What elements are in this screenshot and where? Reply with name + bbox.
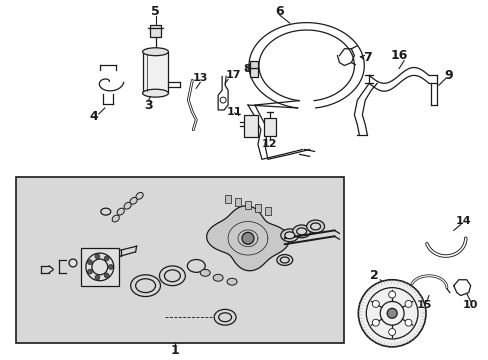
Ellipse shape: [130, 197, 137, 204]
Ellipse shape: [296, 228, 306, 235]
Text: 7: 7: [362, 51, 371, 64]
Circle shape: [388, 329, 395, 336]
Bar: [142, 52, 168, 93]
Text: 4: 4: [89, 111, 98, 123]
Text: 1: 1: [171, 344, 180, 357]
Ellipse shape: [310, 223, 320, 230]
Bar: [244, 201, 250, 209]
Bar: [249, 60, 257, 68]
Ellipse shape: [130, 275, 160, 297]
Circle shape: [95, 275, 100, 280]
Polygon shape: [206, 206, 289, 271]
Text: 9: 9: [444, 69, 452, 82]
Circle shape: [108, 265, 113, 269]
Circle shape: [242, 232, 253, 244]
Text: 13: 13: [192, 73, 207, 84]
Ellipse shape: [142, 89, 168, 97]
Bar: [264, 118, 275, 136]
Ellipse shape: [117, 208, 124, 215]
Circle shape: [69, 259, 77, 267]
Circle shape: [104, 273, 109, 278]
Circle shape: [87, 269, 92, 274]
Circle shape: [388, 291, 395, 298]
Bar: [149, 25, 161, 37]
Bar: [264, 207, 270, 215]
Bar: [81, 248, 119, 286]
Text: 3: 3: [144, 99, 153, 112]
Text: 15: 15: [415, 300, 431, 310]
Text: 2: 2: [369, 269, 378, 282]
Bar: [249, 68, 257, 77]
Ellipse shape: [200, 269, 210, 276]
Text: 11: 11: [226, 107, 241, 117]
Ellipse shape: [159, 266, 185, 286]
Ellipse shape: [112, 215, 119, 222]
Text: 17: 17: [225, 71, 240, 80]
Text: 8: 8: [243, 63, 250, 73]
Text: 10: 10: [462, 300, 477, 310]
Circle shape: [87, 260, 92, 265]
Ellipse shape: [276, 255, 292, 265]
Ellipse shape: [164, 270, 180, 282]
Ellipse shape: [136, 193, 143, 199]
Circle shape: [371, 319, 379, 326]
Ellipse shape: [292, 225, 310, 238]
Circle shape: [404, 301, 411, 307]
Text: 14: 14: [455, 216, 470, 225]
Bar: [244, 115, 257, 136]
Circle shape: [358, 280, 425, 347]
Ellipse shape: [124, 202, 131, 209]
Text: 5: 5: [151, 5, 160, 18]
Bar: [16, 177, 344, 343]
Bar: [254, 204, 261, 212]
Circle shape: [104, 256, 109, 261]
Circle shape: [95, 254, 100, 259]
Circle shape: [386, 309, 396, 318]
Circle shape: [371, 301, 379, 307]
Circle shape: [404, 319, 411, 326]
Bar: [235, 198, 241, 206]
Ellipse shape: [213, 274, 223, 281]
Ellipse shape: [280, 257, 289, 263]
Ellipse shape: [306, 220, 324, 233]
Text: 12: 12: [262, 139, 277, 149]
Bar: [224, 195, 231, 203]
Ellipse shape: [135, 279, 155, 293]
Ellipse shape: [226, 278, 237, 285]
Text: 16: 16: [389, 49, 407, 62]
Ellipse shape: [142, 48, 168, 56]
Ellipse shape: [280, 229, 298, 242]
Ellipse shape: [284, 232, 294, 239]
Text: 6: 6: [275, 5, 284, 18]
